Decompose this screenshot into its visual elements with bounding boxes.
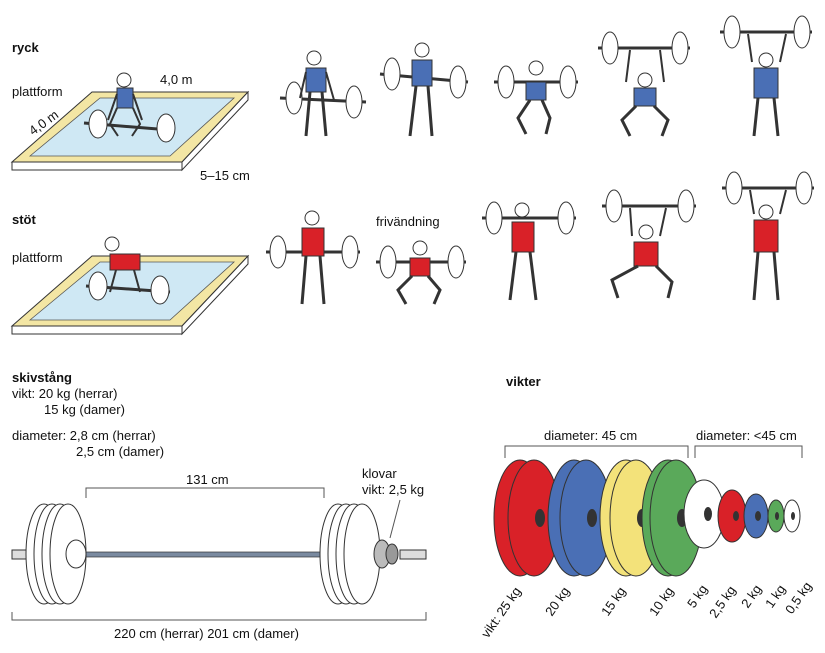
stot-figure-2 bbox=[376, 240, 466, 305]
barbell-illustration bbox=[11, 487, 427, 621]
barbell-diameter-line2: 2,5 cm (damer) bbox=[76, 444, 165, 459]
ryck-figure-4 bbox=[598, 31, 690, 137]
ryck-side-a-label: 4,0 m bbox=[160, 72, 193, 87]
plate-20kg bbox=[547, 459, 613, 577]
barbell-total-length: 220 cm (herrar) 201 cm (damer) bbox=[114, 626, 299, 641]
stot-figure-3 bbox=[482, 201, 576, 301]
barbell-weight-line1: vikt: 20 kg (herrar) bbox=[12, 386, 118, 401]
ryck-height-label: 5–15 cm bbox=[200, 168, 250, 183]
barbell-inner-length: 131 cm bbox=[186, 472, 229, 487]
ryck-figure-5 bbox=[720, 15, 812, 137]
ryck-platform-label: plattform bbox=[12, 84, 63, 99]
stot-figure-1 bbox=[266, 210, 360, 305]
stot-figure-5 bbox=[722, 171, 814, 301]
stot-phase-label: frivändning bbox=[376, 214, 440, 229]
collar-pointer bbox=[389, 499, 401, 539]
plate-2-5kg bbox=[717, 489, 747, 543]
plate-25kg bbox=[493, 459, 561, 577]
collar-title: klovar bbox=[362, 466, 397, 481]
plate-10kg bbox=[641, 459, 703, 577]
barbell-weight-line2: 15 kg (damer) bbox=[44, 402, 125, 417]
stot-platform-label: plattform bbox=[12, 250, 63, 265]
plate-5kg bbox=[683, 479, 725, 549]
ryck-figure-2 bbox=[379, 42, 469, 137]
total-length-bracket bbox=[11, 612, 427, 621]
diameter-big-bracket bbox=[504, 445, 689, 458]
plate-2kg bbox=[743, 493, 769, 539]
barbell-left-plates bbox=[25, 503, 87, 605]
plate-0-5kg bbox=[783, 499, 801, 533]
collar-weight: vikt: 2,5 kg bbox=[362, 482, 425, 497]
stot-title: stöt bbox=[12, 212, 36, 227]
vikter-title: vikter bbox=[506, 374, 541, 389]
barbell-right-plates bbox=[319, 503, 381, 605]
ryck-title: ryck bbox=[12, 40, 39, 55]
ryck-figure-1 bbox=[279, 50, 367, 137]
barbell-diameter-line1: diameter: 2,8 cm (herrar) bbox=[12, 428, 156, 443]
inner-length-bracket bbox=[85, 487, 325, 498]
stot-platform bbox=[10, 254, 250, 336]
barbell-collar bbox=[373, 539, 399, 569]
ryck-figure-3 bbox=[494, 60, 578, 135]
ryck-platform-lifter bbox=[83, 72, 176, 143]
stot-figure-4 bbox=[602, 189, 696, 299]
plates-diameter-big: diameter: 45 cm bbox=[544, 428, 638, 443]
plate-1kg bbox=[767, 499, 785, 533]
plates-illustration bbox=[493, 445, 803, 577]
stot-platform-lifter bbox=[85, 236, 171, 305]
diameter-small-bracket bbox=[694, 445, 803, 458]
plates-diameter-small: diameter: <45 cm bbox=[696, 428, 797, 443]
skivstang-title: skivstång bbox=[12, 370, 72, 385]
